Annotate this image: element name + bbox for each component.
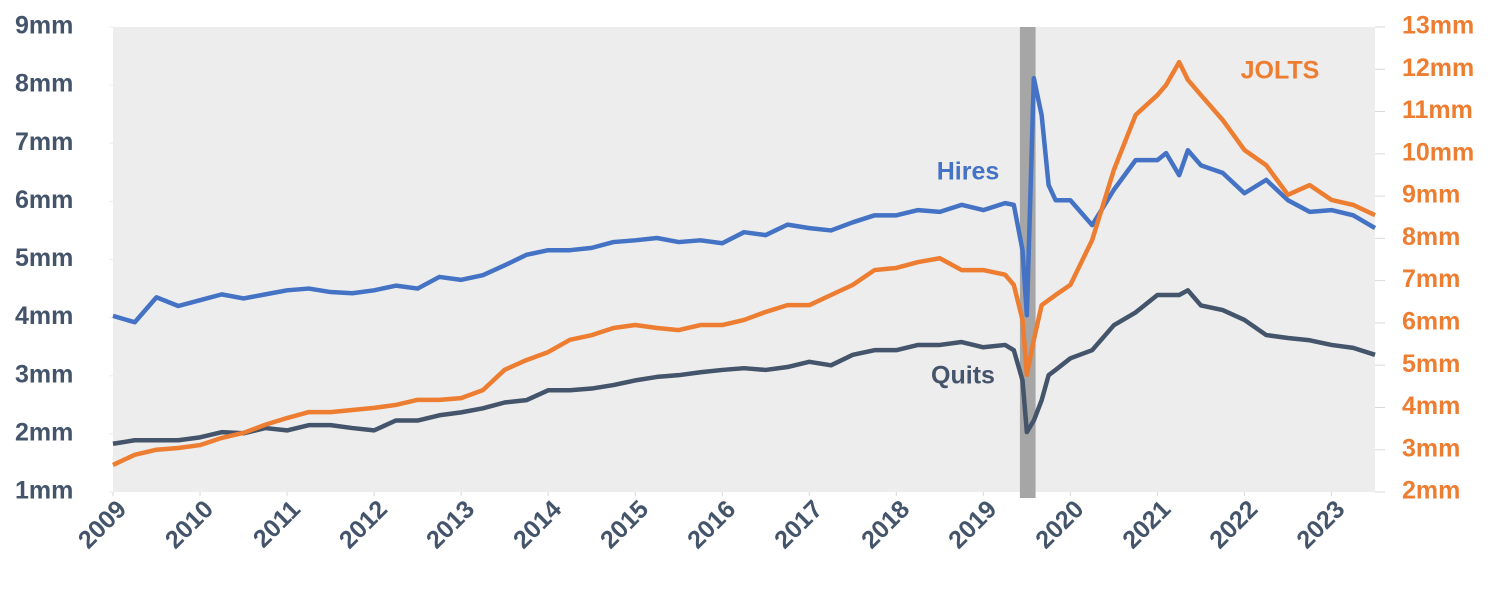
x-tick-label: 2017: [769, 495, 828, 554]
x-tick-label: 2009: [73, 495, 132, 554]
y2-tick-label: 10mm: [1402, 138, 1474, 166]
y2-tick-label: 6mm: [1402, 308, 1460, 336]
y2-tick-label: 3mm: [1402, 434, 1460, 462]
y2-tick-label: 2mm: [1402, 477, 1460, 505]
x-tick-label: 2015: [595, 495, 654, 554]
y-tick-label: 6mm: [15, 186, 73, 214]
y-tick-label: 2mm: [15, 418, 73, 446]
series-label: Hires: [937, 158, 1000, 186]
x-tick-label: 2010: [160, 495, 219, 554]
y2-tick-label: 4mm: [1402, 392, 1460, 420]
series-label: JOLTS: [1241, 57, 1320, 85]
y-tick-label: 5mm: [15, 244, 73, 272]
x-tick-label: 2019: [943, 495, 1002, 554]
y2-tick-label: 8mm: [1402, 223, 1460, 251]
x-tick-label: 2020: [1030, 495, 1089, 554]
y2-tick-label: 13mm: [1402, 12, 1474, 40]
x-tick-label: 2014: [508, 495, 567, 554]
x-tick-label: 2022: [1204, 495, 1263, 554]
x-tick-label: 2012: [334, 495, 393, 554]
y2-tick-label: 12mm: [1402, 54, 1474, 82]
x-tick-label: 2018: [856, 495, 915, 554]
y2-tick-label: 11mm: [1402, 96, 1473, 124]
y-tick-label: 8mm: [15, 70, 73, 98]
x-tick-label: 2023: [1291, 495, 1350, 554]
y2-tick-label: 7mm: [1402, 265, 1460, 293]
y-tick-label: 4mm: [15, 302, 73, 330]
series-label: Quits: [931, 362, 995, 390]
series-line: [112, 288, 1376, 446]
y-tick-label: 3mm: [15, 360, 73, 388]
x-tick-label: 2021: [1117, 495, 1176, 554]
y2-tick-label: 9mm: [1402, 181, 1460, 209]
plot-area: [113, 27, 1375, 492]
series-line: [112, 75, 1377, 325]
y-tick-label: 9mm: [15, 12, 73, 40]
x-tick-label: 2013: [421, 495, 480, 554]
y-tick-label: 7mm: [15, 128, 73, 156]
y2-tick-label: 5mm: [1402, 350, 1460, 378]
series-line: [112, 59, 1376, 467]
x-tick-label: 2011: [248, 495, 306, 553]
x-tick-label: 2016: [682, 495, 741, 554]
y-tick-label: 1mm: [15, 477, 73, 505]
